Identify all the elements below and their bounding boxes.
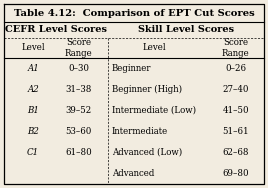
Text: CEFR Level Scores: CEFR Level Scores (5, 26, 107, 35)
Text: A1: A1 (27, 64, 39, 73)
Text: Advanced: Advanced (112, 169, 154, 178)
Text: Score
Range: Score Range (65, 38, 93, 58)
Text: Level: Level (21, 43, 45, 52)
Text: 61–80: 61–80 (65, 148, 92, 157)
Text: B2: B2 (27, 127, 39, 136)
Text: 41–50: 41–50 (223, 106, 249, 115)
Text: 62–68: 62–68 (223, 148, 249, 157)
Text: 69–80: 69–80 (223, 169, 249, 178)
Text: 51–61: 51–61 (223, 127, 249, 136)
Text: 31–38: 31–38 (66, 85, 92, 94)
Text: Table 4.12:  Comparison of EPT Cut Scores: Table 4.12: Comparison of EPT Cut Scores (14, 8, 254, 17)
Text: 0–30: 0–30 (68, 64, 90, 73)
Text: B1: B1 (27, 106, 39, 115)
Text: 39–52: 39–52 (66, 106, 92, 115)
Text: Skill Level Scores: Skill Level Scores (138, 26, 234, 35)
Text: Score
Range: Score Range (222, 38, 250, 58)
Text: C1: C1 (27, 148, 39, 157)
Text: Beginner: Beginner (112, 64, 151, 73)
Text: Level: Level (143, 43, 167, 52)
Text: Beginner (High): Beginner (High) (112, 85, 182, 94)
Text: Intermediate (Low): Intermediate (Low) (112, 106, 196, 115)
Text: 0–26: 0–26 (225, 64, 246, 73)
Text: Advanced (Low): Advanced (Low) (112, 148, 182, 157)
Text: Intermediate: Intermediate (112, 127, 168, 136)
Text: 53–60: 53–60 (66, 127, 92, 136)
Text: A2: A2 (27, 85, 39, 94)
Text: 27–40: 27–40 (223, 85, 249, 94)
